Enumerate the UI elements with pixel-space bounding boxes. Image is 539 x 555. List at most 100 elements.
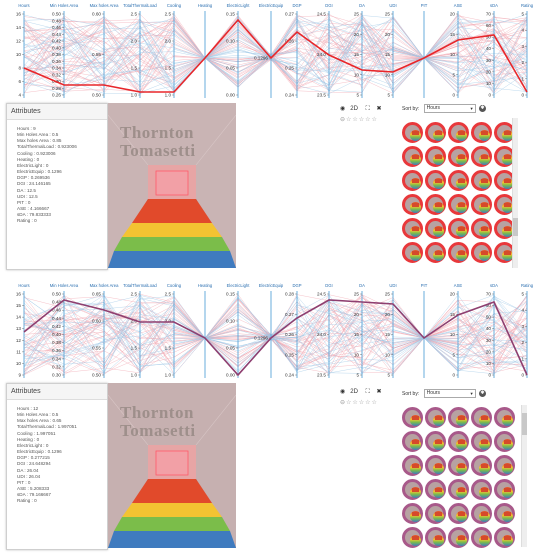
design-thumbnail[interactable]	[402, 122, 423, 143]
design-thumbnail[interactable]	[471, 455, 492, 476]
design-thumbnail[interactable]	[402, 242, 423, 263]
design-thumbnail[interactable]	[425, 218, 446, 239]
thumbnail-window	[504, 512, 511, 516]
design-thumbnail[interactable]	[448, 242, 469, 263]
design-thumbnail[interactable]	[448, 407, 469, 428]
gear-icon[interactable]: ✱	[479, 390, 487, 397]
data-polyline	[23, 20, 528, 93]
thumbnail-scrollbar[interactable]	[521, 405, 527, 547]
design-thumbnail[interactable]	[448, 170, 469, 191]
selected-polyline[interactable]	[23, 18, 528, 93]
design-thumbnail[interactable]	[425, 431, 446, 452]
thumbnail-window	[412, 464, 419, 468]
close-icon[interactable]: ✖	[376, 106, 382, 112]
design-thumbnail[interactable]	[425, 194, 446, 215]
fullscreen-icon[interactable]: ⛶	[365, 106, 370, 112]
design-thumbnail[interactable]	[402, 218, 423, 239]
thumbnail-grid[interactable]	[402, 405, 520, 555]
data-polyline	[23, 295, 528, 358]
design-thumbnail[interactable]	[471, 146, 492, 167]
tick-label: 10	[354, 352, 360, 357]
thumbnail-grid[interactable]	[402, 118, 520, 268]
design-thumbnail[interactable]	[471, 122, 492, 143]
design-thumbnail[interactable]	[448, 218, 469, 239]
design-thumbnail[interactable]	[448, 479, 469, 500]
design-thumbnail[interactable]	[494, 503, 515, 524]
design-thumbnail[interactable]	[448, 455, 469, 476]
design-thumbnail[interactable]	[494, 407, 515, 428]
tick-label: 20	[385, 32, 391, 37]
design-thumbnail[interactable]	[425, 146, 446, 167]
thumbnail-floor	[479, 415, 490, 426]
data-polyline	[23, 296, 528, 359]
sort-select[interactable]: Hours ▼	[423, 104, 476, 113]
attr-cooling: Cooling : 1.997051	[17, 430, 56, 436]
scrollbar-thumb[interactable]	[522, 413, 527, 435]
rating-stars[interactable]: ⊖☆☆☆☆☆	[340, 400, 378, 406]
design-thumbnail[interactable]	[425, 122, 446, 143]
design-thumbnail[interactable]	[425, 407, 446, 428]
design-thumbnail[interactable]	[471, 479, 492, 500]
room-render-view[interactable]: Thornton Tomasetti	[108, 383, 236, 548]
sort-select[interactable]: Hours ▼	[423, 389, 476, 398]
design-thumbnail[interactable]	[402, 146, 423, 167]
selected-polyline[interactable]	[23, 299, 528, 377]
design-thumbnail[interactable]	[494, 479, 515, 500]
design-thumbnail[interactable]	[448, 431, 469, 452]
design-thumbnail[interactable]	[494, 527, 515, 548]
design-thumbnail[interactable]	[425, 455, 446, 476]
design-thumbnail[interactable]	[425, 242, 446, 263]
tick-label: 0.50	[92, 93, 101, 98]
design-thumbnail[interactable]	[494, 431, 515, 452]
fullscreen-icon[interactable]: ⛶	[365, 389, 370, 395]
close-icon[interactable]: ✖	[376, 389, 382, 395]
design-thumbnail[interactable]	[402, 455, 423, 476]
design-thumbnail[interactable]	[471, 170, 492, 191]
design-thumbnail[interactable]	[425, 170, 446, 191]
thumbnail-window	[458, 464, 465, 468]
tick-label: 0.65	[92, 292, 101, 297]
thumbnail-scrollbar[interactable]	[512, 118, 518, 268]
data-polyline	[23, 294, 528, 373]
design-thumbnail[interactable]	[471, 503, 492, 524]
design-thumbnail[interactable]	[471, 407, 492, 428]
design-thumbnail[interactable]	[494, 455, 515, 476]
design-thumbnail[interactable]	[448, 503, 469, 524]
thumbnail-floor	[433, 535, 444, 546]
data-polyline	[23, 296, 528, 368]
gear-icon[interactable]: ✱	[479, 105, 487, 112]
radio-2d-icon[interactable]: ◉	[340, 389, 346, 395]
design-thumbnail[interactable]	[402, 431, 423, 452]
design-thumbnail[interactable]	[402, 194, 423, 215]
design-thumbnail[interactable]	[425, 527, 446, 548]
design-thumbnail[interactable]	[448, 146, 469, 167]
room-render-view[interactable]: Thornton Tomasetti	[108, 103, 236, 268]
design-thumbnail[interactable]	[471, 218, 492, 239]
design-thumbnail[interactable]	[402, 407, 423, 428]
tick-label: 10	[16, 361, 22, 366]
data-polyline	[23, 17, 528, 92]
design-thumbnail[interactable]	[402, 479, 423, 500]
design-thumbnail[interactable]	[448, 122, 469, 143]
rating-stars[interactable]: ⊖☆☆☆☆☆	[340, 117, 378, 123]
thumbnail-window	[412, 203, 419, 207]
data-polyline	[23, 18, 528, 91]
design-thumbnail[interactable]	[448, 194, 469, 215]
scrollbar-thumb[interactable]	[513, 218, 518, 236]
design-thumbnail[interactable]	[425, 479, 446, 500]
thumbnail-floor	[456, 535, 467, 546]
design-thumbnail[interactable]	[402, 503, 423, 524]
design-thumbnail[interactable]	[471, 242, 492, 263]
attr-hours: Hours : 12	[17, 406, 39, 411]
design-thumbnail[interactable]	[425, 503, 446, 524]
design-thumbnail[interactable]	[471, 431, 492, 452]
design-thumbnail[interactable]	[402, 170, 423, 191]
design-thumbnail[interactable]	[471, 194, 492, 215]
radio-2d-icon[interactable]: ◉	[340, 106, 346, 112]
design-thumbnail[interactable]	[402, 527, 423, 548]
design-thumbnail[interactable]	[471, 527, 492, 548]
tick-label: 5	[521, 12, 524, 17]
design-thumbnail[interactable]	[448, 527, 469, 548]
